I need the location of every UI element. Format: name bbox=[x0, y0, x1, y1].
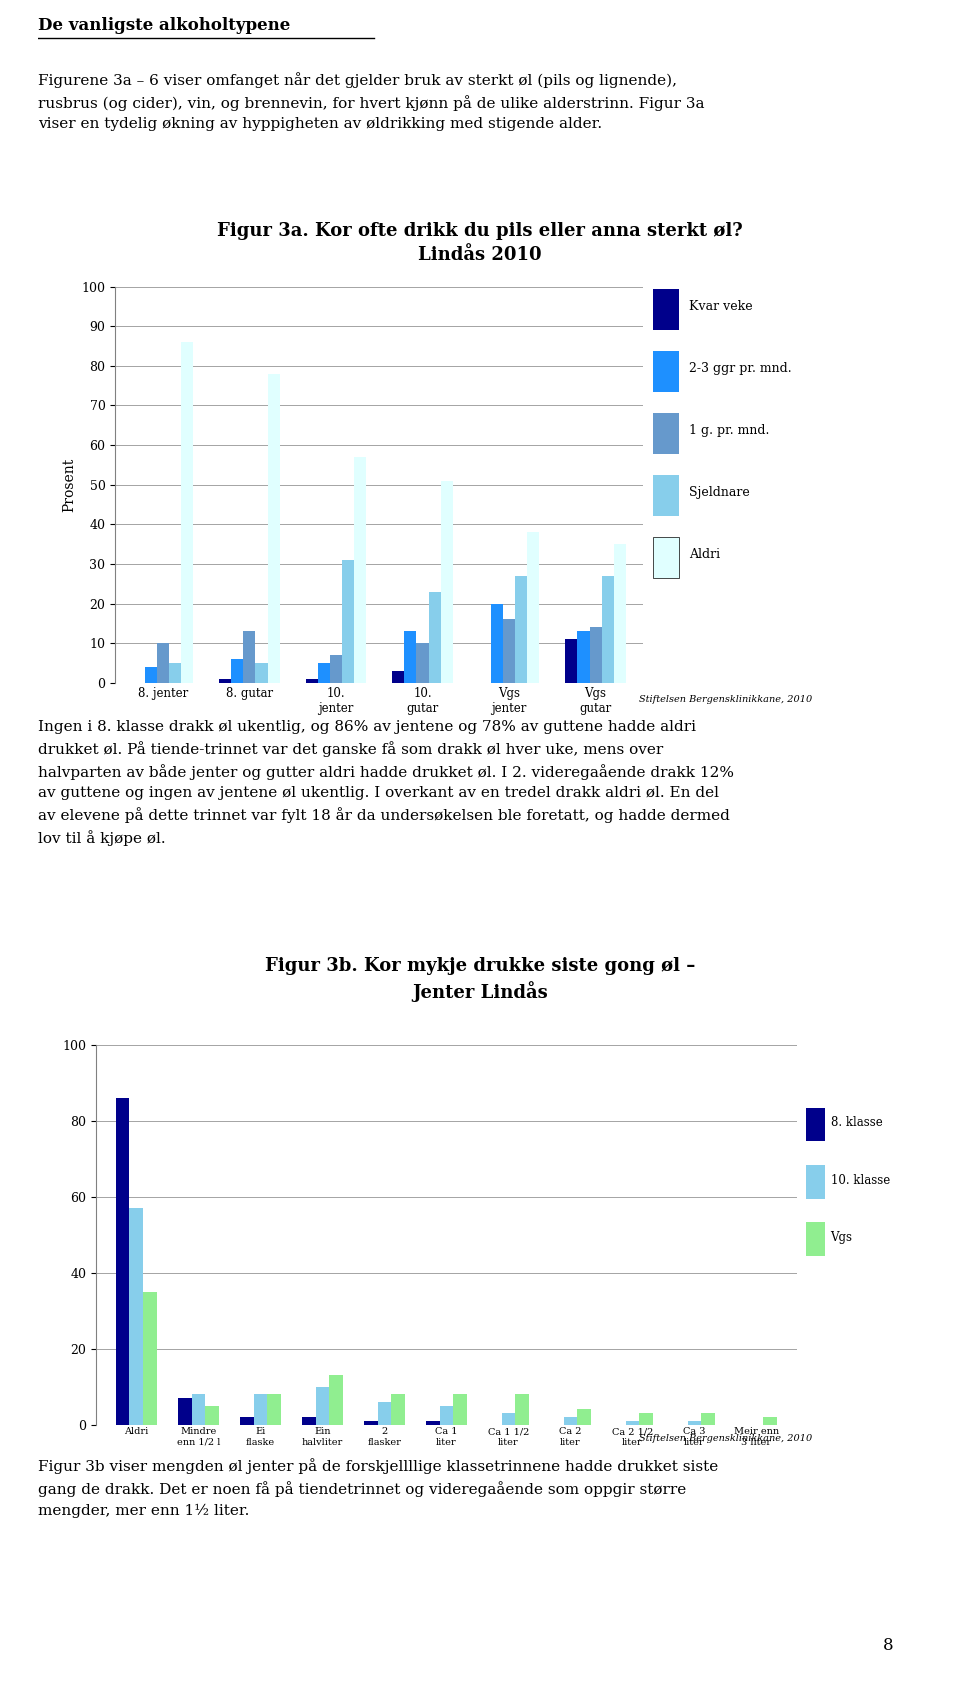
Text: Figur 3b. Kor mykje drukke siste gong øl –
Jenter Lindås: Figur 3b. Kor mykje drukke siste gong øl… bbox=[265, 956, 695, 1003]
FancyBboxPatch shape bbox=[653, 351, 679, 391]
Bar bbox=[267, 1394, 281, 1425]
Text: Figurene 3a – 6 viser omfanget når det gjelder bruk av sterkt øl (pils og lignen: Figurene 3a – 6 viser omfanget når det g… bbox=[38, 72, 705, 132]
Bar bbox=[404, 631, 417, 683]
Bar bbox=[116, 1099, 130, 1425]
Bar bbox=[231, 659, 243, 683]
Text: Figur 3a. Kor ofte drikk du pils eller anna sterkt øl?
Lindås 2010: Figur 3a. Kor ofte drikk du pils eller a… bbox=[217, 223, 743, 263]
Text: Vgs: Vgs bbox=[830, 1231, 852, 1244]
Bar bbox=[191, 1394, 205, 1425]
Bar bbox=[253, 1394, 267, 1425]
Bar bbox=[589, 627, 602, 683]
Bar bbox=[330, 656, 342, 683]
Bar bbox=[377, 1403, 392, 1425]
Bar bbox=[316, 1386, 329, 1425]
Bar bbox=[364, 1421, 377, 1425]
Bar bbox=[613, 545, 626, 683]
Bar bbox=[516, 577, 527, 683]
Text: 10. klasse: 10. klasse bbox=[830, 1173, 890, 1187]
Bar bbox=[763, 1416, 777, 1425]
Bar bbox=[130, 1209, 143, 1425]
Bar bbox=[219, 679, 231, 683]
Bar bbox=[602, 577, 613, 683]
Bar bbox=[577, 631, 589, 683]
Bar bbox=[527, 533, 540, 683]
Bar bbox=[428, 592, 441, 683]
Text: Stiftelsen Bergensklinikkane, 2010: Stiftelsen Bergensklinikkane, 2010 bbox=[639, 695, 812, 705]
Bar bbox=[342, 560, 354, 683]
Bar bbox=[440, 1406, 453, 1425]
Bar bbox=[516, 1394, 529, 1425]
Bar bbox=[702, 1413, 715, 1425]
Text: 2-3 ggr pr. mnd.: 2-3 ggr pr. mnd. bbox=[689, 362, 792, 374]
Y-axis label: Prosent: Prosent bbox=[62, 457, 76, 513]
Bar bbox=[301, 1416, 316, 1425]
FancyBboxPatch shape bbox=[653, 288, 679, 330]
Bar bbox=[156, 642, 169, 683]
Bar bbox=[687, 1421, 702, 1425]
Bar bbox=[181, 342, 193, 683]
Text: Figur 3b viser mengden øl jenter på de forskjellllige klassetrinnene hadde drukk: Figur 3b viser mengden øl jenter på de f… bbox=[38, 1458, 719, 1517]
Bar bbox=[354, 457, 366, 683]
Bar bbox=[178, 1398, 191, 1425]
Bar bbox=[240, 1416, 253, 1425]
Text: 1 g. pr. mnd.: 1 g. pr. mnd. bbox=[689, 423, 770, 437]
Bar bbox=[169, 663, 181, 683]
Bar bbox=[426, 1421, 440, 1425]
Bar bbox=[329, 1376, 343, 1425]
Bar bbox=[143, 1291, 156, 1425]
Bar bbox=[393, 671, 404, 683]
FancyBboxPatch shape bbox=[806, 1222, 826, 1256]
Bar bbox=[577, 1409, 591, 1425]
Bar bbox=[491, 604, 503, 683]
Text: 8. klasse: 8. klasse bbox=[830, 1116, 882, 1130]
Bar bbox=[501, 1413, 516, 1425]
Bar bbox=[565, 639, 577, 683]
Bar bbox=[305, 679, 318, 683]
Bar bbox=[453, 1394, 467, 1425]
Bar bbox=[639, 1413, 653, 1425]
Bar bbox=[205, 1406, 219, 1425]
Bar bbox=[318, 663, 330, 683]
Text: Stiftelsen Bergensklinikkane, 2010: Stiftelsen Bergensklinikkane, 2010 bbox=[639, 1433, 812, 1443]
Bar bbox=[417, 642, 428, 683]
FancyBboxPatch shape bbox=[806, 1108, 826, 1141]
FancyBboxPatch shape bbox=[653, 413, 679, 454]
Bar bbox=[268, 374, 279, 683]
Text: Kvar veke: Kvar veke bbox=[689, 300, 753, 314]
Text: Aldri: Aldri bbox=[689, 548, 720, 561]
FancyBboxPatch shape bbox=[806, 1165, 826, 1199]
Text: De vanligste alkoholtypene: De vanligste alkoholtypene bbox=[38, 17, 291, 34]
Bar bbox=[243, 631, 255, 683]
Bar bbox=[441, 481, 453, 683]
FancyBboxPatch shape bbox=[653, 536, 679, 578]
FancyBboxPatch shape bbox=[653, 474, 679, 516]
Bar bbox=[255, 663, 268, 683]
Bar bbox=[564, 1416, 577, 1425]
Bar bbox=[392, 1394, 405, 1425]
Text: 8: 8 bbox=[882, 1637, 894, 1654]
Text: Sjeldnare: Sjeldnare bbox=[689, 486, 750, 499]
Text: Ingen i 8. klasse drakk øl ukentlig, og 86% av jentene og 78% av guttene hadde a: Ingen i 8. klasse drakk øl ukentlig, og … bbox=[38, 720, 734, 846]
Bar bbox=[145, 668, 156, 683]
Bar bbox=[626, 1421, 639, 1425]
Bar bbox=[503, 619, 516, 683]
